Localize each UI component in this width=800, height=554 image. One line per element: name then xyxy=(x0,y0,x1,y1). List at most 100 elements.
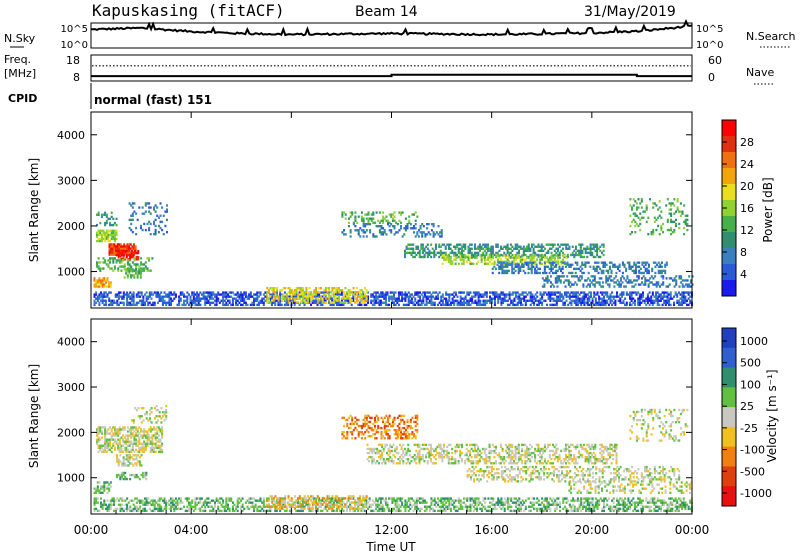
range-cell xyxy=(511,263,514,266)
range-cell xyxy=(382,217,385,220)
range-cell xyxy=(625,293,628,296)
range-cell xyxy=(131,274,134,277)
range-cell xyxy=(411,227,414,230)
range-cell xyxy=(641,277,644,280)
range-cell xyxy=(116,497,119,500)
range-cell xyxy=(560,243,563,246)
range-cell xyxy=(113,434,116,437)
range-cell xyxy=(373,291,376,294)
range-cell xyxy=(585,285,588,288)
range-cell xyxy=(279,509,282,513)
range-cell xyxy=(587,261,590,264)
range-cell xyxy=(408,251,411,255)
range-cell xyxy=(464,256,467,259)
range-cell xyxy=(380,295,383,298)
range-cell xyxy=(96,295,99,298)
range-cell xyxy=(135,501,138,504)
range-cell xyxy=(506,269,509,273)
range-cell xyxy=(557,299,560,302)
range-cell xyxy=(95,499,98,502)
range-cell xyxy=(111,497,114,500)
range-cell xyxy=(227,505,230,508)
noise-left-tick-top: 10^5 xyxy=(61,24,88,35)
range-cell xyxy=(608,283,611,286)
range-cell xyxy=(581,295,584,298)
range-cell xyxy=(568,245,571,248)
range-cell xyxy=(269,293,272,296)
range-cell xyxy=(125,448,128,452)
range-cell xyxy=(240,505,243,508)
range-cell xyxy=(149,450,152,454)
range-cell xyxy=(678,275,681,278)
range-cell xyxy=(542,293,545,296)
range-cell xyxy=(225,497,228,500)
range-cell xyxy=(558,275,561,278)
range-cell xyxy=(122,444,125,447)
range-cell xyxy=(120,464,123,467)
range-cell xyxy=(660,265,663,268)
range-cell xyxy=(396,497,399,500)
range-cell xyxy=(146,440,149,443)
range-cell xyxy=(341,213,344,216)
range-cell xyxy=(424,233,427,236)
range-cell xyxy=(344,217,347,220)
range-cell xyxy=(618,285,621,288)
range-cell xyxy=(131,214,134,217)
range-cell xyxy=(540,258,543,261)
range-cell xyxy=(508,247,511,250)
range-cell xyxy=(689,279,692,282)
range-cell xyxy=(550,303,553,307)
range-cell xyxy=(651,293,654,296)
range-cell xyxy=(194,507,197,511)
range-cell xyxy=(496,245,499,248)
range-cell xyxy=(292,301,295,304)
range-cell xyxy=(154,434,157,437)
range-cell xyxy=(594,293,597,296)
range-cell xyxy=(607,295,610,298)
range-cell xyxy=(644,283,647,286)
range-cell xyxy=(638,295,641,298)
range-cell xyxy=(443,297,446,300)
range-cell xyxy=(128,263,131,266)
range-cell xyxy=(467,254,470,257)
range-cell xyxy=(298,297,301,300)
range-cell xyxy=(165,404,168,408)
range-cell xyxy=(533,301,536,304)
range-cell xyxy=(122,460,125,463)
range-cell xyxy=(378,299,381,302)
range-cell xyxy=(456,295,459,298)
range-cell xyxy=(648,297,651,300)
range-cell xyxy=(331,499,334,502)
range-cell xyxy=(103,299,106,302)
range-cell xyxy=(137,301,140,304)
range-cell xyxy=(100,503,103,506)
range-cell xyxy=(629,198,632,201)
range-cell xyxy=(467,293,470,296)
range-cell xyxy=(337,295,340,298)
range-cell xyxy=(395,221,398,224)
range-cell xyxy=(264,295,267,298)
range-cell xyxy=(298,291,301,294)
range-cell xyxy=(404,297,407,300)
range-cell xyxy=(591,297,594,300)
range-cell xyxy=(604,293,607,296)
range-cell xyxy=(126,245,129,248)
range-cell xyxy=(657,224,660,228)
range-cell xyxy=(96,489,99,492)
range-cell xyxy=(678,226,681,230)
range-cell xyxy=(280,505,283,508)
range-cell xyxy=(684,297,687,300)
range-cell xyxy=(218,293,221,296)
range-cell xyxy=(340,501,343,504)
colorbar-segment xyxy=(722,216,736,233)
range-cell xyxy=(413,213,416,216)
range-cell xyxy=(349,211,352,214)
range-cell xyxy=(524,247,527,250)
range-cell xyxy=(384,297,387,300)
range-cell xyxy=(96,428,99,431)
range-cell xyxy=(400,211,403,214)
range-cell xyxy=(191,299,194,302)
range-cell xyxy=(98,285,101,288)
range-cell xyxy=(149,440,152,443)
range-cell xyxy=(513,247,516,250)
